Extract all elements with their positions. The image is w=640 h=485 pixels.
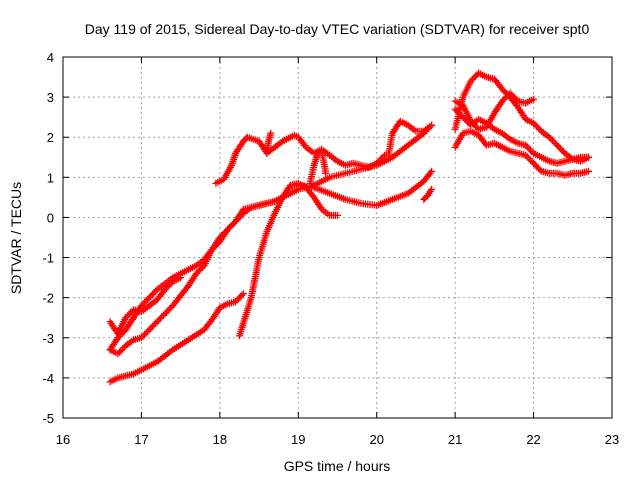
series-satellite-track-H: [263, 129, 275, 157]
series-satellite-track-K: [451, 127, 592, 179]
data-point-markers: [236, 179, 341, 340]
x-tick-label: 18: [213, 432, 227, 447]
x-tick-label: 20: [369, 432, 383, 447]
series-satellite-track-L: [451, 69, 592, 165]
x-tick-label: 19: [291, 432, 305, 447]
data-point-markers: [106, 274, 185, 338]
y-tick-label: -1: [42, 251, 54, 266]
y-tick-label: 2: [47, 130, 54, 145]
data-point-markers: [306, 147, 330, 187]
data-point-markers: [451, 89, 538, 133]
y-tick-label: 3: [47, 90, 54, 105]
series-satellite-track-C: [106, 290, 247, 386]
plot-frame: [62, 56, 613, 419]
series-satellite-track-G: [306, 147, 330, 187]
y-tick-label: 1: [47, 170, 54, 185]
y-tick-label: 0: [47, 210, 54, 225]
x-tick-label: 17: [134, 432, 148, 447]
x-tick-label: 23: [605, 432, 619, 447]
series-satellite-track-D: [106, 274, 185, 338]
series-satellite-track-M: [451, 89, 538, 133]
x-axis-label: GPS time / hours: [284, 458, 391, 474]
data-point-markers: [451, 69, 592, 165]
data-point-markers: [212, 117, 436, 187]
data-points-layer: [106, 69, 592, 386]
x-tick-label: 21: [448, 432, 462, 447]
x-tick-label: 22: [526, 432, 540, 447]
y-tick-label: -2: [42, 291, 54, 306]
y-axis-label: SDTVAR / TECUs: [8, 182, 24, 294]
x-tick-label: 16: [56, 432, 70, 447]
data-point-markers: [263, 129, 275, 157]
series-satellite-track-E: [212, 117, 436, 187]
y-tick-label: -5: [42, 411, 54, 426]
series-satellite-track-I: [420, 185, 436, 203]
grid-layer: [63, 57, 612, 418]
series-satellite-track-F: [236, 179, 341, 340]
data-point-markers: [420, 185, 436, 203]
y-tick-label: 4: [47, 50, 54, 65]
y-tick-label: -4: [42, 371, 54, 386]
y-tick-label: -3: [42, 331, 54, 346]
chart-title: Day 119 of 2015, Sidereal Day-to-day VTE…: [85, 21, 590, 37]
data-point-markers: [106, 290, 247, 386]
data-point-markers: [451, 127, 592, 179]
